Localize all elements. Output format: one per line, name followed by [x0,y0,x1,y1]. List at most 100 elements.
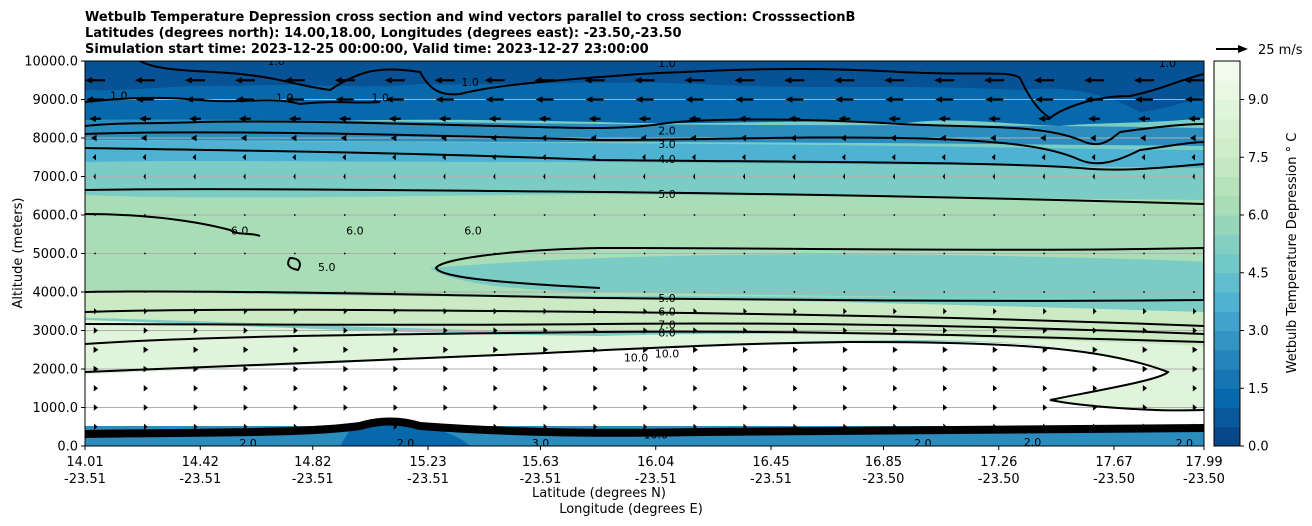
wind-vector [588,115,601,122]
wind-vector [393,214,396,216]
contour-label: 10.0 [624,351,649,364]
wind-vector [893,214,896,216]
wind-vector [643,385,648,392]
wind-vector [1190,134,1196,142]
wind-vector [843,214,846,216]
wind-vector [92,154,96,161]
wind-vector [1041,154,1046,161]
wind-vector [194,291,196,293]
contour-label: 2.0 [914,437,932,450]
wind-vector [943,404,948,411]
wind-vector [193,365,199,373]
wind-vector [593,291,596,293]
y-tick-label: 6000.0 [33,209,79,224]
wind-vector [543,385,548,392]
wind-vector [493,346,499,353]
wind-vector [1042,404,1048,411]
wind-vector [638,115,651,122]
contour-label: 5.0 [318,261,336,274]
colorbar-tick-label: 1.5 [1248,382,1269,397]
wind-vector [1085,96,1104,103]
wind-vector [1134,77,1155,84]
wind-vector [393,385,398,392]
colorbar-band [1214,388,1240,408]
wind-vector [635,96,654,103]
wind-vector [843,423,847,430]
wind-vector [485,96,504,103]
wind-vector [443,346,449,353]
wind-vector [343,214,346,216]
wind-vector [343,308,348,315]
contour-label: 6.0 [346,224,364,237]
colorbar-band [1214,234,1240,254]
wind-vector [543,365,549,373]
wind-vector [643,173,646,180]
x-tick-label-lon: -23.50 [1183,472,1225,487]
wind-vector [893,385,898,392]
wind-vector [842,346,848,353]
wind-vector [992,365,998,373]
wind-vector [390,134,397,142]
x-tick-label-lat: 14.42 [182,455,219,470]
wind-vector [893,308,897,315]
wind-vector [593,346,599,353]
wind-vector [742,173,746,180]
wind-vector [343,385,348,392]
wind-vector [685,96,704,103]
wind-vector [593,173,596,180]
contour-label: 1.0 [371,92,389,105]
wind-vector [493,385,498,392]
wind-vector [443,214,446,216]
wind-vector [484,77,505,84]
wind-vector [492,154,496,161]
wind-vector [340,134,347,142]
contour-label: 3.0 [532,437,550,450]
contour-label: 2.0 [239,437,257,450]
y-tick-label: 1000.0 [33,401,79,416]
wind-vector [288,115,301,122]
chart-title-line-2: Latitudes (degrees north): 14.00,18.00, … [85,26,682,41]
wind-vector [743,252,746,255]
wind-vector [393,404,398,411]
wind-vector [593,385,598,392]
wind-vector [193,346,199,353]
wind-vector [143,365,149,373]
wind-vector [385,96,404,103]
contour-line-8.0 [85,330,1204,345]
contour-line-10.0 [85,340,1204,412]
contour-label: 2.0 [658,124,676,137]
wind-vector [843,327,848,334]
wind-vector [393,173,396,180]
wind-vector [143,308,148,315]
contour-label: 6.0 [231,224,249,237]
colorbar-band [1214,99,1240,120]
wind-vector [543,291,546,293]
x-tick-label-lon: -23.51 [635,472,677,487]
wind-vector [840,134,846,142]
wind-vector [743,214,746,216]
wind-vector [185,96,204,103]
contour-label: 8.0 [658,326,676,339]
wind-vector [234,77,255,84]
wind-vector [134,77,155,84]
wind-vector [193,327,198,334]
wind-vector [443,423,448,430]
wind-vector [693,346,698,353]
colorbar-tick-label: 4.5 [1248,266,1269,281]
wind-vector [93,365,99,373]
wind-vector [593,308,598,315]
contour-label: 5.0 [658,188,676,201]
wind-vector [943,385,948,392]
contour-label: 10.0 [655,348,680,361]
x-tick-label-lat: 15.63 [522,455,559,470]
wind-vector [535,96,554,103]
wind-vector [735,96,754,103]
wind-vector [1143,423,1147,430]
wind-vector [692,173,696,180]
wind-vector [143,404,148,411]
wind-vector [1092,346,1098,353]
colorbar: 0.0 1.5 3.0 4.5 6.0 7.5 9.0 [1213,60,1269,455]
wind-vector [1142,346,1148,353]
wind-vector [593,252,596,255]
wind-vector [693,252,696,255]
